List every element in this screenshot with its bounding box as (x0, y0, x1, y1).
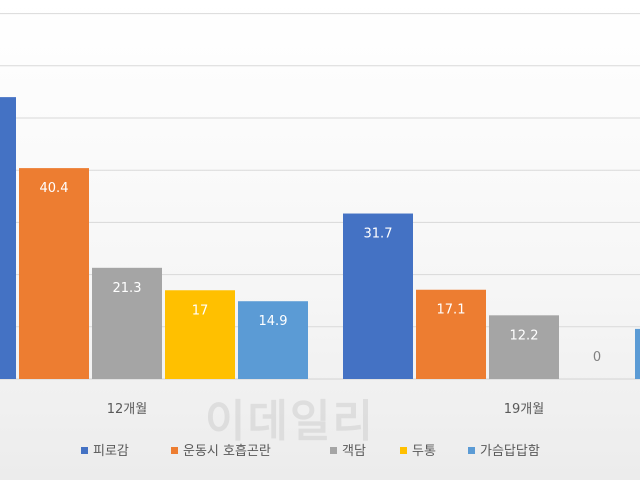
bar (416, 289, 486, 379)
data-label: 12.2 (510, 328, 539, 343)
legend-swatch (171, 447, 178, 454)
legend-label: 가슴답답함 (480, 444, 540, 459)
bar (238, 301, 308, 379)
legend-swatch (81, 447, 88, 454)
bar (0, 97, 16, 380)
bar (343, 213, 413, 379)
data-label: 14.9 (259, 314, 288, 329)
legend-swatch (468, 447, 475, 454)
bar (92, 267, 162, 379)
data-label: 0 (593, 350, 601, 365)
legend-label: 운동시 호흡곤란 (183, 444, 271, 459)
legend-swatch (330, 447, 337, 454)
category-label: 19개월 (504, 402, 544, 417)
legend-label: 객담 (342, 444, 366, 459)
legend-swatch (400, 447, 407, 454)
bar (635, 328, 640, 379)
data-label: 40.4 (40, 181, 69, 196)
data-label: 31.7 (364, 227, 393, 242)
data-label: 17 (192, 303, 209, 318)
data-label: 17.1 (437, 303, 466, 318)
legend-label: 피로감 (93, 444, 129, 459)
bar (19, 168, 89, 379)
bar (165, 290, 235, 379)
bar (489, 315, 559, 379)
data-label: 21.3 (113, 281, 142, 296)
category-label: 12개월 (107, 402, 147, 417)
legend-label: 두통 (412, 444, 436, 459)
